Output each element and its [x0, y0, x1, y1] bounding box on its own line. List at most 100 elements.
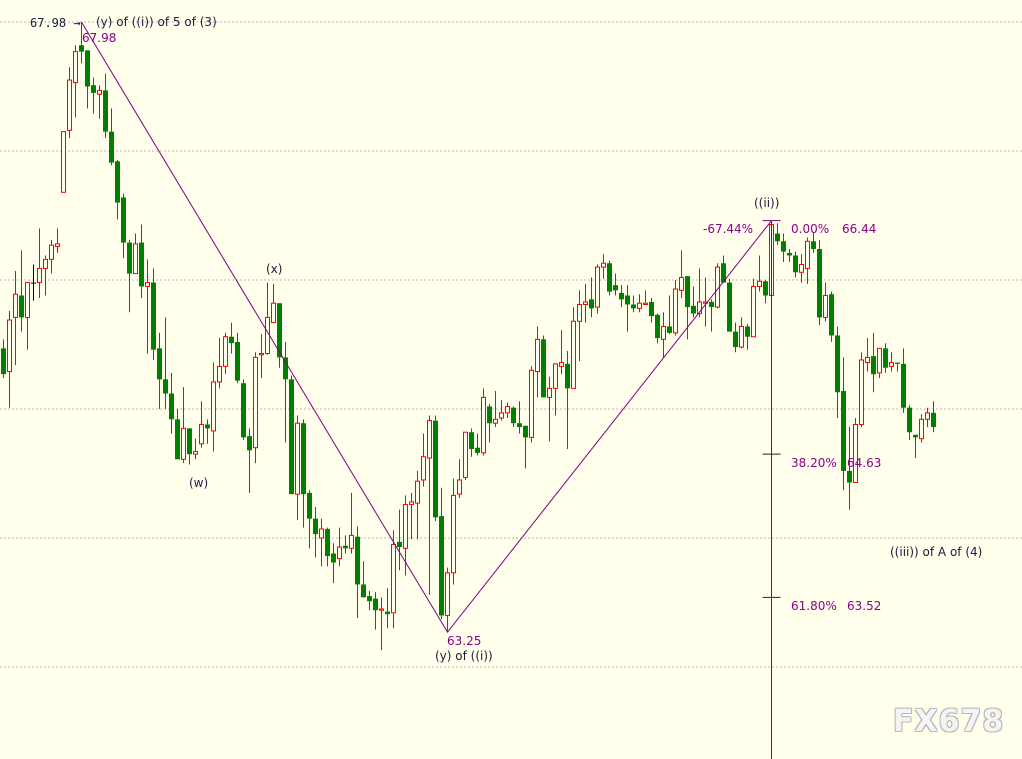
candle — [229, 322, 234, 354]
candle-body-down — [709, 301, 714, 308]
candle — [625, 285, 630, 332]
candle-body-down — [511, 407, 516, 424]
candle — [379, 597, 384, 651]
candle — [607, 260, 612, 296]
candle-body-down — [775, 233, 780, 242]
candle — [277, 303, 282, 368]
wave-label-ii: ((ii)) — [754, 196, 780, 210]
candle — [649, 298, 654, 323]
candle-body-down — [829, 294, 834, 336]
candle — [337, 527, 342, 567]
candle-body-down — [121, 197, 126, 243]
candle — [115, 160, 120, 220]
candle — [91, 77, 96, 114]
candle — [823, 282, 828, 322]
candle-body-down — [541, 339, 546, 398]
candle-body-down — [367, 596, 372, 602]
candle — [205, 419, 210, 444]
candle — [67, 67, 72, 139]
candle-body-down — [175, 419, 180, 460]
candle-body-up — [253, 356, 258, 449]
candle-body-up — [823, 294, 828, 318]
candle-body-up — [529, 369, 534, 438]
wave-label-w: (w) — [189, 476, 209, 490]
candle-body-up — [739, 325, 744, 348]
fib-level-0-pct: 0.00% — [791, 222, 830, 236]
candle-body-down — [229, 336, 234, 344]
candle-body-down — [787, 252, 792, 256]
candle-body-up — [583, 301, 588, 306]
candle — [439, 487, 444, 620]
candle — [127, 240, 132, 313]
candle-body-up — [637, 302, 642, 309]
candle-body-down — [139, 242, 144, 287]
candle-body-down — [433, 420, 438, 518]
candle — [745, 323, 750, 350]
candle-body-down — [355, 536, 360, 585]
candle-body-up — [451, 494, 456, 574]
candle-body-down — [235, 341, 240, 381]
candle — [313, 507, 318, 558]
candle-body-up — [877, 347, 882, 374]
candle — [211, 362, 216, 452]
candle — [73, 45, 78, 118]
candle — [631, 295, 636, 313]
fib-level-618-price: 63.52 — [847, 599, 882, 613]
candle — [757, 255, 762, 292]
candle-body-down — [667, 326, 672, 333]
candle — [271, 283, 276, 324]
candle — [931, 401, 936, 433]
candle-body-down — [883, 348, 888, 368]
candle — [907, 405, 912, 440]
candle-body-down — [331, 553, 336, 563]
candle-body-down — [127, 242, 132, 274]
candle-body-down — [619, 292, 624, 300]
candle-body-down — [691, 305, 696, 314]
candle-body-down — [289, 379, 294, 495]
candle — [259, 334, 264, 379]
candle — [283, 341, 288, 443]
candle-body-down — [79, 45, 84, 52]
candle — [85, 50, 90, 109]
candle — [331, 543, 336, 584]
candle-body-down — [385, 611, 390, 615]
candle-body-up — [547, 387, 552, 398]
candle — [391, 530, 396, 629]
candle-body-down — [871, 356, 876, 375]
candle-body-down — [439, 516, 444, 616]
candle-body-down — [733, 331, 738, 348]
candle — [169, 372, 174, 434]
candle — [139, 224, 144, 299]
candle-body-down — [721, 263, 726, 283]
candle — [235, 332, 240, 384]
candle-body-up — [505, 405, 510, 414]
candle — [487, 403, 492, 443]
candle-body-down — [901, 363, 906, 408]
candle-body-up — [13, 293, 18, 318]
candle — [217, 338, 222, 389]
candle-body-down — [205, 424, 210, 429]
candle-body-up — [799, 264, 804, 273]
candle — [433, 415, 438, 522]
candle-body-up — [595, 266, 600, 308]
candle-body-down — [517, 423, 522, 428]
candle-body-up — [265, 316, 270, 355]
candle — [55, 228, 60, 253]
candle — [919, 414, 924, 443]
candle — [301, 419, 306, 528]
candle-body-down — [85, 50, 90, 87]
candle-body-down — [361, 584, 366, 598]
candle-body-up — [391, 543, 396, 614]
candle-body-up — [337, 546, 342, 560]
candle-body-up — [319, 528, 324, 539]
candle — [835, 326, 840, 419]
candle-body-down — [1, 348, 6, 375]
candle — [403, 495, 408, 576]
candle — [7, 310, 12, 408]
fib-retracement-label: -67.44% — [703, 222, 754, 236]
candle — [103, 73, 108, 139]
candle — [499, 399, 504, 421]
candle — [415, 470, 420, 540]
candle-body-down — [469, 432, 474, 449]
